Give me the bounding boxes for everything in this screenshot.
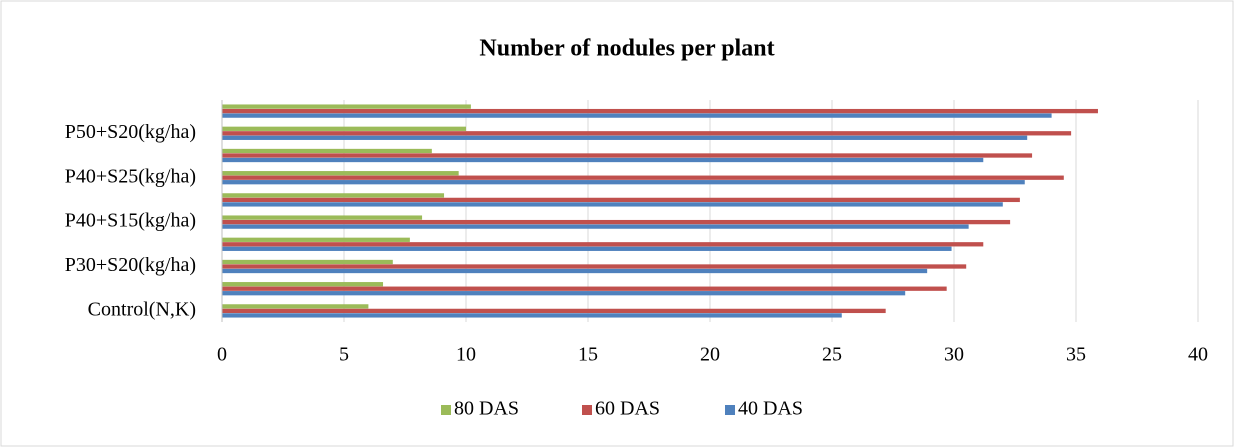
x-tick-label: 15	[578, 344, 598, 366]
x-tick-label: 40	[1188, 344, 1208, 366]
bar	[222, 242, 984, 247]
legend-label: 40 DAS	[738, 398, 803, 420]
legend-label: 60 DAS	[595, 398, 660, 420]
bar	[222, 237, 410, 242]
bar	[222, 171, 459, 176]
bar	[222, 104, 471, 109]
bar	[222, 313, 842, 318]
bar	[222, 291, 906, 296]
bar	[222, 193, 445, 198]
legend-swatch	[725, 405, 735, 415]
x-tick-label: 30	[944, 344, 964, 366]
bar	[222, 175, 1064, 180]
bar	[222, 286, 947, 291]
bar	[222, 246, 952, 251]
x-tick-label: 10	[456, 344, 476, 366]
bar	[222, 108, 1098, 114]
y-tick-label: P40+S15(kg/ha)	[65, 210, 196, 232]
bar	[222, 153, 1033, 158]
legend-swatch	[441, 405, 451, 415]
bar	[222, 157, 984, 163]
bar	[222, 180, 1025, 185]
x-tick-label: 5	[339, 344, 349, 366]
bar	[222, 135, 1028, 140]
y-tick-label: P40+S25(kg/ha)	[65, 165, 196, 187]
bar	[222, 308, 886, 314]
x-tick-label: 35	[1066, 344, 1086, 366]
x-tick-label: 25	[822, 344, 842, 366]
bar	[222, 202, 1003, 207]
y-tick-label: P50+S20(kg/ha)	[65, 121, 196, 143]
legend-label: 80 DAS	[454, 398, 519, 420]
bar	[222, 224, 969, 229]
bar	[222, 264, 967, 269]
bar	[222, 304, 369, 309]
bar	[222, 197, 1020, 203]
bar	[222, 148, 432, 154]
bar	[222, 282, 384, 287]
y-tick-label: P30+S20(kg/ha)	[65, 254, 196, 276]
bar	[222, 215, 423, 220]
bar	[222, 126, 466, 131]
chart-title: Number of nodules per plant	[479, 36, 774, 62]
y-tick-label: Control(N,K)	[88, 298, 196, 320]
bar	[222, 268, 928, 274]
x-tick-label: 0	[217, 344, 227, 366]
legend-swatch	[582, 405, 592, 415]
x-tick-label: 20	[700, 344, 720, 366]
bar	[222, 113, 1052, 118]
bar	[222, 219, 1011, 225]
bar	[222, 259, 393, 265]
bar	[222, 131, 1072, 136]
